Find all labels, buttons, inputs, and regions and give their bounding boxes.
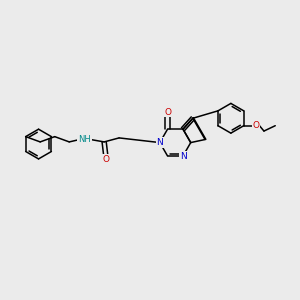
Text: N: N <box>156 138 163 147</box>
Text: O: O <box>253 121 260 130</box>
Text: O: O <box>102 155 109 164</box>
Text: O: O <box>164 108 171 117</box>
Text: N: N <box>180 152 187 161</box>
Text: NH: NH <box>78 135 91 144</box>
